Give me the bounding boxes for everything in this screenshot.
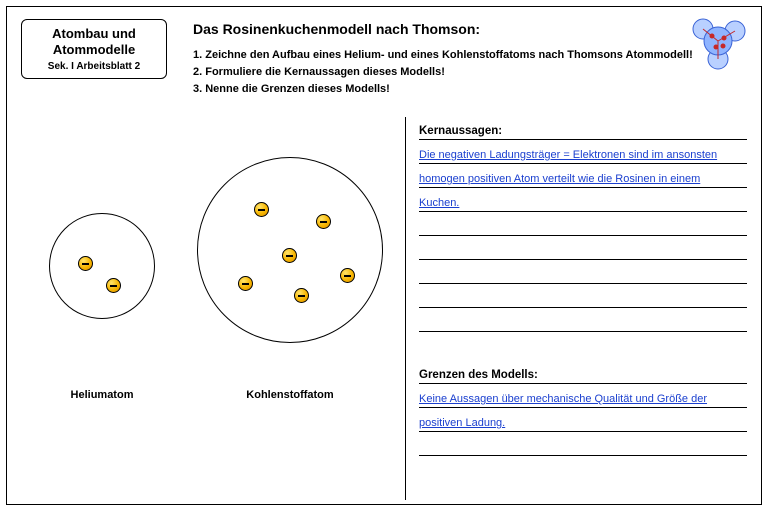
instruction-2: 2. Formuliere die Kernaussagen dieses Mo… (193, 64, 693, 81)
answer-line: Die negativen Ladungsträger = Elektronen… (419, 140, 747, 164)
electron-icon (106, 278, 121, 293)
electron-icon (238, 276, 253, 291)
answer-line (419, 432, 747, 456)
carbon-atom-circle (197, 157, 383, 343)
answer-text: positiven Ladung. (419, 417, 505, 429)
instruction-list: 1. Zeichne den Aufbau eines Helium- und … (193, 47, 693, 98)
helium-label: Heliumatom (49, 389, 155, 401)
page-heading: Das Rosinenkuchenmodell nach Thomson: (193, 21, 480, 37)
worksheet-frame: Atombau und Atommodelle Sek. I Arbeitsbl… (6, 6, 762, 505)
answer-line: Kuchen. (419, 188, 747, 212)
electron-icon (254, 202, 269, 217)
title-line-3: Sek. I Arbeitsblatt 2 (26, 61, 162, 74)
answer-line (419, 308, 747, 332)
answer-line: Keine Aussagen über mechanische Qualität… (419, 384, 747, 408)
carbon-label: Kohlenstoffatom (197, 389, 383, 401)
kernaussagen-heading: Kernaussagen: (419, 125, 747, 140)
grenzen-section: Grenzen des Modells: Keine Aussagen über… (419, 369, 747, 456)
answer-line (419, 284, 747, 308)
vertical-divider (405, 117, 406, 500)
instruction-1: 1. Zeichne den Aufbau eines Helium- und … (193, 47, 693, 64)
answer-line (419, 212, 747, 236)
answer-text: Keine Aussagen über mechanische Qualität… (419, 393, 707, 405)
title-line-1: Atombau und (26, 26, 162, 42)
atom-model-icon (683, 11, 753, 81)
answer-text: homogen positiven Atom verteilt wie die … (419, 173, 700, 185)
answer-text: Die negativen Ladungsträger = Elektronen… (419, 149, 717, 161)
grenzen-heading: Grenzen des Modells: (419, 369, 747, 384)
kernaussagen-section: Kernaussagen: Die negativen Ladungsträge… (419, 125, 747, 332)
title-line-2: Atommodelle (26, 42, 162, 58)
electron-icon (78, 256, 93, 271)
answer-line: positiven Ladung. (419, 408, 747, 432)
electron-icon (340, 268, 355, 283)
answer-line (419, 260, 747, 284)
answer-line: homogen positiven Atom verteilt wie die … (419, 164, 747, 188)
answer-line (419, 236, 747, 260)
helium-atom-circle (49, 213, 155, 319)
electron-icon (282, 248, 297, 263)
answer-text: Kuchen. (419, 197, 459, 209)
electron-icon (294, 288, 309, 303)
instruction-3: 3. Nenne die Grenzen dieses Modells! (193, 81, 693, 98)
title-box: Atombau und Atommodelle Sek. I Arbeitsbl… (21, 19, 167, 79)
electron-icon (316, 214, 331, 229)
